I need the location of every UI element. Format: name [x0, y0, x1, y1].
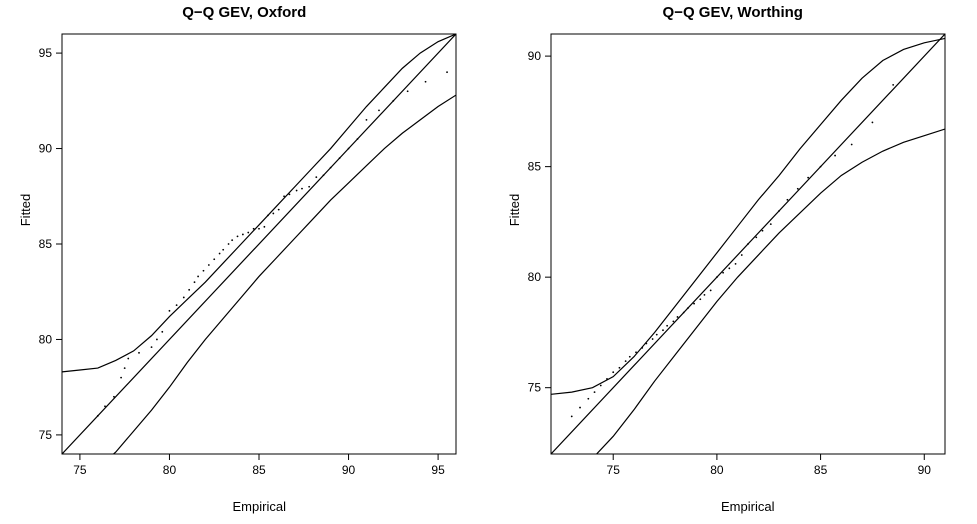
svg-text:85: 85 [39, 237, 53, 251]
svg-text:90: 90 [39, 142, 53, 156]
svg-text:85: 85 [814, 463, 828, 477]
svg-text:80: 80 [163, 463, 177, 477]
x-axis-label: Empirical [62, 499, 456, 514]
svg-text:75: 75 [606, 463, 620, 477]
qq-plot-svg: 7580859075808590 [551, 34, 945, 454]
svg-text:75: 75 [527, 381, 541, 395]
y-axis-label: Fitted [507, 160, 522, 260]
svg-text:80: 80 [710, 463, 724, 477]
svg-text:80: 80 [527, 270, 541, 284]
panel-title: Q−Q GEV, Worthing [493, 4, 973, 21]
plot-area: 7580859075808590 [551, 34, 945, 454]
svg-text:90: 90 [917, 463, 931, 477]
svg-text:75: 75 [39, 428, 53, 442]
figure-container: Q−Q GEV, Oxford 75808590957580859095 Emp… [0, 0, 977, 524]
panel-oxford: Q−Q GEV, Oxford 75808590957580859095 Emp… [4, 0, 484, 520]
svg-text:95: 95 [39, 46, 53, 60]
svg-text:85: 85 [527, 160, 541, 174]
panel-title: Q−Q GEV, Oxford [4, 4, 484, 21]
plot-area: 75808590957580859095 [62, 34, 456, 454]
svg-text:90: 90 [342, 463, 356, 477]
svg-text:85: 85 [253, 463, 267, 477]
panel-worthing: Q−Q GEV, Worthing 7580859075808590 Empir… [493, 0, 973, 520]
svg-text:90: 90 [527, 49, 541, 63]
svg-text:95: 95 [432, 463, 446, 477]
y-axis-label: Fitted [18, 160, 33, 260]
x-axis-label: Empirical [551, 499, 945, 514]
svg-text:75: 75 [73, 463, 87, 477]
svg-text:80: 80 [39, 332, 53, 346]
qq-plot-svg: 75808590957580859095 [62, 34, 456, 454]
